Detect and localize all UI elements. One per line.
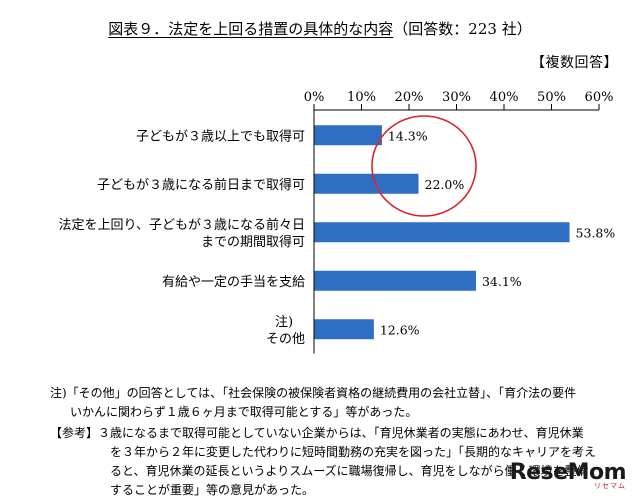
value-labels: 14.3% 22.0% 53.8% 34.1% 12.6%	[380, 128, 616, 337]
x-tick-label: 40%	[490, 90, 519, 105]
x-tick-label: 0%	[304, 90, 325, 105]
chart-title: 図表９．法定を上回る措置の具体的な内容	[108, 20, 394, 38]
bar	[314, 270, 476, 291]
category-label: その他	[266, 332, 305, 347]
bar	[314, 173, 419, 194]
reference-line-1: 【参考】３歳になるまで取得可能としていない企業からは、「育児休業者の実態にあわせ…	[50, 426, 584, 440]
multiple-answer-tag: 【複数回答】	[531, 55, 618, 71]
category-label: 法定を上回り、子どもが３歳になる前々日	[59, 217, 305, 233]
category-label: 有給や一定の手当を支給	[162, 275, 305, 290]
logo-text: ReseMom	[509, 460, 627, 485]
resemom-logo: ReseMom リセマム	[509, 460, 627, 491]
value-label: 34.1%	[482, 274, 522, 289]
x-axis-ticks: 0% 10% 20% 30% 40% 50% 60%	[304, 90, 614, 111]
bar	[314, 222, 570, 243]
note-line-2: いかんに関わらず１歳６ヶ月まで取得可能とする」等があった。	[70, 405, 418, 419]
value-label: 12.6%	[380, 322, 420, 337]
x-tick-label: 10%	[347, 90, 376, 105]
x-tick-label: 20%	[395, 90, 424, 105]
highlight-circle	[371, 115, 477, 217]
category-label: 子どもが３歳になる前日まで取得可	[97, 177, 305, 193]
x-tick-label: 50%	[537, 90, 566, 105]
bar-chart: 0% 10% 20% 30% 40% 50% 60% 子どもが３歳以上でも取得可子どもが３歳…	[59, 90, 616, 354]
category-label: までの期間取得可	[201, 234, 305, 250]
logo-subtext: リセマム	[594, 482, 626, 490]
category-labels: 子どもが３歳以上でも取得可子どもが３歳になる前日まで取得可法定を上回り、子どもが…	[59, 128, 305, 347]
reference-line-3: ると、育児休業の延長というよりスムーズに職場復帰し、育児をしながら働く環境を整備	[110, 464, 589, 478]
value-label: 22.0%	[425, 177, 465, 192]
bars	[314, 125, 570, 340]
value-label: 14.3%	[388, 128, 428, 143]
notes: 注)「その他」の回答としては、「社会保険の被保険者資格の継続費用の会社立替」、「…	[50, 384, 635, 500]
chart-title-row: 図表９．法定を上回る措置の具体的な内容（回答数：223 社）	[0, 18, 640, 39]
reference-line-2: を３年から２年に変更した代わりに短時間勤務の充実を図った」「長期的なキャリアを考…	[110, 445, 597, 459]
bar	[314, 319, 374, 340]
x-tick-label: 60%	[585, 90, 614, 105]
category-label: 注)	[275, 315, 293, 330]
note-line-1: 注)「その他」の回答としては、「社会保険の被保険者資格の継続費用の会社立替」、「…	[50, 386, 577, 400]
value-label: 53.8%	[576, 225, 616, 240]
category-label: 子どもが３歳以上でも取得可	[136, 128, 305, 144]
bar	[314, 125, 382, 146]
reference-line-4: することが重要」等の意見があった。	[110, 483, 315, 497]
chart-subtitle: （回答数：223 社）	[393, 20, 532, 38]
x-tick-label: 30%	[442, 90, 471, 105]
